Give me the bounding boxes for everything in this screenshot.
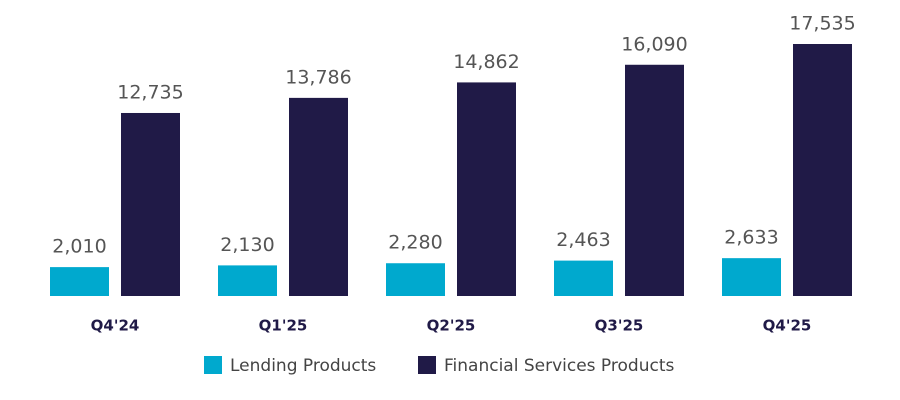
bar (218, 265, 277, 296)
bar (793, 44, 852, 296)
x-tick-label: Q4'24 (91, 317, 140, 335)
value-label: 17,535 (789, 13, 855, 35)
bar (50, 267, 109, 296)
value-label: 2,010 (52, 236, 106, 258)
legend-swatch (418, 356, 436, 374)
legend-swatch (204, 356, 222, 374)
x-tick-label: Q2'25 (427, 317, 476, 335)
bar (625, 64, 684, 296)
bar (457, 82, 516, 296)
bar (289, 97, 348, 297)
x-tick-label: Q4'25 (763, 317, 812, 335)
value-label: 2,130 (220, 234, 274, 256)
x-tick-label: Q3'25 (595, 317, 644, 335)
legend-label: Lending Products (230, 356, 376, 376)
value-label: 13,786 (285, 66, 351, 88)
value-label: 2,633 (724, 227, 778, 249)
value-label: 14,862 (453, 51, 519, 73)
legend-label: Financial Services Products (444, 356, 674, 376)
bar (386, 263, 445, 296)
x-tick-label: Q1'25 (259, 317, 308, 335)
bar (121, 112, 180, 297)
value-label: 2,463 (556, 229, 610, 251)
bar (554, 260, 613, 296)
value-label: 16,090 (621, 33, 687, 55)
bar (722, 258, 781, 296)
value-label: 2,280 (388, 232, 442, 254)
value-label: 12,735 (117, 81, 183, 103)
